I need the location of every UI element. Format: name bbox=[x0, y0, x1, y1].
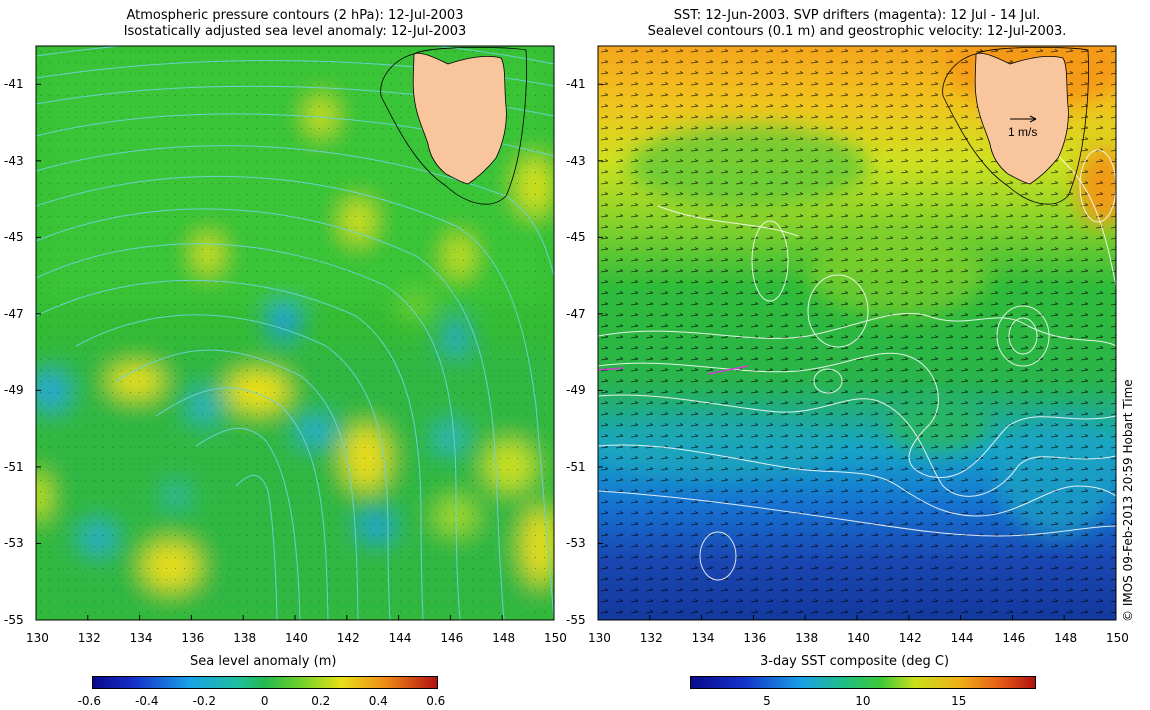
latitude-tick-label: -51 bbox=[4, 459, 24, 474]
left-title-line2: Isostatically adjusted sea level anomaly… bbox=[123, 24, 467, 39]
right-colorbar-label: 3-day SST composite (deg C) bbox=[760, 654, 950, 669]
longitude-tick-label: 138 bbox=[795, 631, 819, 645]
sst-map: 1 m/s bbox=[598, 46, 1116, 620]
longitude-tick-label: 140 bbox=[847, 631, 870, 645]
longitude-tick-label: 138 bbox=[233, 631, 257, 645]
latitude-tick-label: -45 bbox=[4, 230, 24, 245]
sea-level-contours bbox=[598, 65, 1116, 581]
colorbar-tick-label: 0.6 bbox=[426, 694, 446, 708]
sea-level-anomaly-map bbox=[36, 46, 554, 620]
longitude-tick-label: 142 bbox=[336, 631, 360, 645]
velocity-scale-arrow bbox=[1010, 115, 1037, 123]
latitude-tick-label: -41 bbox=[4, 77, 24, 92]
imos-credit: © IMOS 09-Feb-2013 20:59 Hobart Time bbox=[1121, 379, 1135, 622]
latitude-tick-label: -43 bbox=[566, 153, 586, 168]
longitude-tick-label: 142 bbox=[898, 631, 922, 645]
right-title-line1: SST: 12-Jun-2003. SVP drifters (magenta)… bbox=[673, 8, 1041, 23]
latitude-tick-label: -49 bbox=[4, 383, 24, 398]
right-map-title: SST: 12-Jun-2003. SVP drifters (magenta)… bbox=[598, 8, 1116, 40]
longitude-tick-label: 144 bbox=[388, 631, 412, 645]
right-title-line2: Sealevel contours (0.1 m) and geostrophi… bbox=[647, 24, 1067, 39]
latitude-tick-label: -53 bbox=[566, 536, 586, 551]
latitude-tick-label: -55 bbox=[566, 613, 586, 627]
longitude-tick-label: 140 bbox=[285, 631, 308, 645]
latitude-tick-label: -45 bbox=[566, 230, 586, 245]
longitude-tick-label: 148 bbox=[492, 631, 516, 645]
longitude-tick-label: 134 bbox=[129, 631, 153, 645]
longitude-tick-label: 132 bbox=[77, 631, 101, 645]
left-colorbar-label: Sea level anomaly (m) bbox=[190, 654, 337, 669]
sea-level-colorbar bbox=[92, 676, 438, 689]
colorbar-tick-label: -0.2 bbox=[192, 694, 217, 708]
axis-tick-marks bbox=[35, 83, 1117, 621]
latitude-tick-label: -51 bbox=[566, 459, 586, 474]
longitude-tick-label: 146 bbox=[1002, 631, 1026, 645]
longitude-tick-label: 150 bbox=[544, 631, 567, 645]
longitude-tick-label: 130 bbox=[26, 631, 49, 645]
latitude-tick-label: -43 bbox=[4, 153, 24, 168]
velocity-scale-label: 1 m/s bbox=[1008, 125, 1037, 139]
svp-drifter-track bbox=[598, 365, 749, 375]
colorbar-tick-label: 0 bbox=[260, 694, 269, 708]
left-title-line1: Atmospheric pressure contours (2 hPa): 1… bbox=[126, 8, 464, 23]
longitude-tick-label: 130 bbox=[588, 631, 611, 645]
colorbar-tick-label: -0.6 bbox=[77, 694, 102, 708]
longitude-tick-label: 136 bbox=[743, 631, 767, 645]
latitude-tick-label: -41 bbox=[566, 77, 586, 92]
tasmania-landmass bbox=[380, 47, 527, 205]
latitude-tick-label: -53 bbox=[4, 536, 24, 551]
longitude-tick-label: 150 bbox=[1106, 631, 1129, 645]
latitude-tick-label: -55 bbox=[4, 613, 24, 627]
longitude-tick-label: 148 bbox=[1054, 631, 1078, 645]
latitude-tick-label: -47 bbox=[566, 306, 586, 321]
colorbar-tick-label: 5 bbox=[763, 694, 771, 708]
colorbar-tick-label: 0.2 bbox=[311, 694, 331, 708]
longitude-tick-label: 132 bbox=[639, 631, 663, 645]
latitude-tick-label: -49 bbox=[566, 383, 586, 398]
colorbar-tick-label: -0.4 bbox=[135, 694, 159, 708]
sst-colorbar bbox=[690, 676, 1036, 689]
longitude-tick-label: 144 bbox=[950, 631, 974, 645]
left-map-title: Atmospheric pressure contours (2 hPa): 1… bbox=[36, 8, 554, 40]
longitude-tick-label: 134 bbox=[691, 631, 715, 645]
longitude-tick-label: 136 bbox=[181, 631, 205, 645]
longitude-tick-label: 146 bbox=[440, 631, 464, 645]
colorbar-tick-label: 0.4 bbox=[368, 694, 388, 708]
colorbar-tick-label: 10 bbox=[855, 694, 871, 708]
latitude-tick-label: -47 bbox=[4, 306, 24, 321]
colorbar-tick-label: 15 bbox=[951, 694, 967, 708]
